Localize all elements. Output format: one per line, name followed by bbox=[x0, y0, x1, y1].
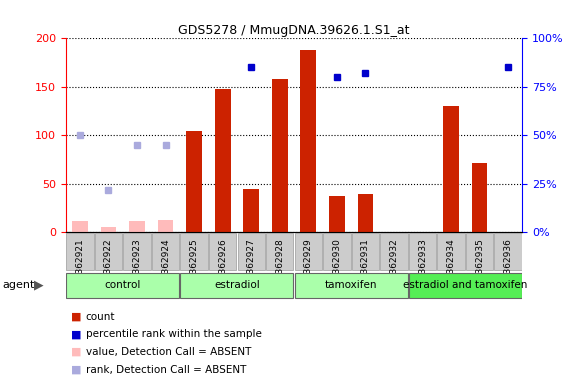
Text: GSM362930: GSM362930 bbox=[332, 238, 341, 293]
FancyBboxPatch shape bbox=[409, 233, 436, 270]
Bar bbox=[329, 197, 345, 232]
Text: count: count bbox=[86, 312, 115, 322]
Bar bbox=[129, 221, 145, 232]
Bar bbox=[472, 162, 488, 232]
Text: GSM362927: GSM362927 bbox=[247, 238, 256, 293]
Text: GSM362928: GSM362928 bbox=[275, 238, 284, 293]
FancyBboxPatch shape bbox=[352, 233, 379, 270]
Text: GSM362933: GSM362933 bbox=[418, 238, 427, 293]
Text: GSM362922: GSM362922 bbox=[104, 238, 113, 293]
Bar bbox=[443, 106, 459, 232]
Bar bbox=[272, 79, 288, 232]
FancyBboxPatch shape bbox=[180, 233, 208, 270]
Text: GSM362924: GSM362924 bbox=[161, 238, 170, 293]
Text: percentile rank within the sample: percentile rank within the sample bbox=[86, 329, 262, 339]
FancyBboxPatch shape bbox=[494, 233, 522, 270]
Text: estradiol: estradiol bbox=[214, 280, 260, 290]
Text: ▶: ▶ bbox=[34, 278, 43, 291]
FancyBboxPatch shape bbox=[152, 233, 179, 270]
Text: GSM362932: GSM362932 bbox=[389, 238, 399, 293]
Text: GSM362935: GSM362935 bbox=[475, 238, 484, 293]
Text: GSM362925: GSM362925 bbox=[190, 238, 199, 293]
Text: rank, Detection Call = ABSENT: rank, Detection Call = ABSENT bbox=[86, 365, 246, 375]
Text: GSM362936: GSM362936 bbox=[504, 238, 513, 293]
Title: GDS5278 / MmugDNA.39626.1.S1_at: GDS5278 / MmugDNA.39626.1.S1_at bbox=[178, 24, 410, 37]
Bar bbox=[100, 227, 116, 232]
FancyBboxPatch shape bbox=[380, 233, 408, 270]
Bar bbox=[357, 194, 373, 232]
Text: ■: ■ bbox=[71, 312, 81, 322]
Text: GSM362934: GSM362934 bbox=[447, 238, 456, 293]
Text: GSM362931: GSM362931 bbox=[361, 238, 370, 293]
FancyBboxPatch shape bbox=[295, 273, 408, 298]
FancyBboxPatch shape bbox=[66, 273, 179, 298]
Text: estradiol and tamoxifen: estradiol and tamoxifen bbox=[403, 280, 528, 290]
Text: ■: ■ bbox=[71, 329, 81, 339]
FancyBboxPatch shape bbox=[238, 233, 265, 270]
Text: GSM362921: GSM362921 bbox=[75, 238, 85, 293]
Text: GSM362923: GSM362923 bbox=[132, 238, 142, 293]
FancyBboxPatch shape bbox=[209, 233, 236, 270]
Text: control: control bbox=[104, 280, 141, 290]
FancyBboxPatch shape bbox=[437, 233, 465, 270]
Text: GSM362929: GSM362929 bbox=[304, 238, 313, 293]
FancyBboxPatch shape bbox=[409, 273, 522, 298]
FancyBboxPatch shape bbox=[323, 233, 351, 270]
Bar bbox=[158, 220, 174, 232]
FancyBboxPatch shape bbox=[95, 233, 122, 270]
FancyBboxPatch shape bbox=[295, 233, 322, 270]
FancyBboxPatch shape bbox=[123, 233, 151, 270]
Text: value, Detection Call = ABSENT: value, Detection Call = ABSENT bbox=[86, 347, 251, 357]
FancyBboxPatch shape bbox=[466, 233, 493, 270]
FancyBboxPatch shape bbox=[66, 233, 94, 270]
Text: agent: agent bbox=[3, 280, 35, 290]
Text: ■: ■ bbox=[71, 365, 81, 375]
Bar bbox=[186, 131, 202, 232]
FancyBboxPatch shape bbox=[180, 273, 293, 298]
Bar bbox=[72, 221, 88, 232]
Bar bbox=[215, 89, 231, 232]
Text: GSM362926: GSM362926 bbox=[218, 238, 227, 293]
Text: ■: ■ bbox=[71, 347, 81, 357]
FancyBboxPatch shape bbox=[266, 233, 293, 270]
Bar bbox=[243, 189, 259, 232]
Bar bbox=[300, 50, 316, 232]
Text: tamoxifen: tamoxifen bbox=[325, 280, 377, 290]
